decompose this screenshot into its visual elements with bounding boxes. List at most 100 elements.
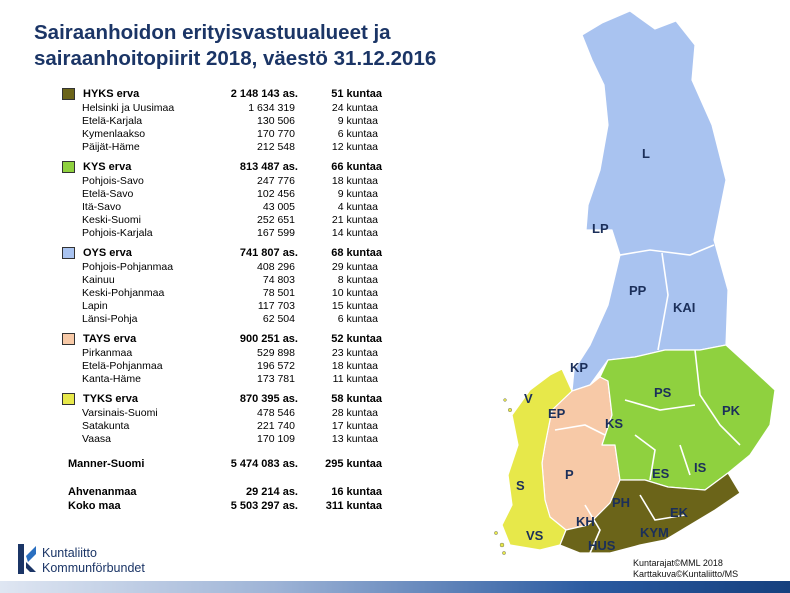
group-population: 741 807 as. (239, 247, 298, 259)
map-label-kym: KYM (640, 525, 669, 540)
district-municipalities: 4 kuntaa (337, 201, 378, 213)
district-row: Kymenlaakso 170 770 6 kuntaa (62, 128, 392, 141)
border-ph-kym (639, 494, 686, 521)
group-population: 813 487 as. (239, 161, 298, 173)
district-row: Helsinki ja Uusimaa 1 634 319 24 kuntaa (62, 102, 392, 115)
map-label-ph: PH (612, 495, 630, 510)
total-municipalities: 295 kuntaa (325, 458, 382, 470)
district-municipalities: 23 kuntaa (331, 347, 378, 359)
district-row: Varsinais-Suomi 478 546 28 kuntaa (62, 407, 392, 420)
total-whole-country: Koko maa 5 503 297 as. 311 kuntaa (62, 500, 392, 514)
district-population: 529 898 (257, 347, 295, 359)
district-name: Länsi-Pohja (82, 313, 138, 325)
region-tyks (501, 368, 573, 551)
credit-line-1: Kuntarajat©MML 2018 (633, 558, 723, 568)
district-municipalities: 12 kuntaa (331, 141, 378, 153)
district-name: Kymenlaakso (82, 128, 146, 140)
map-label-ks: KS (605, 416, 623, 431)
map-label-pk: PK (722, 403, 741, 418)
island-dot (503, 398, 507, 402)
district-name: Pohjois-Karjala (82, 227, 153, 239)
district-municipalities: 17 kuntaa (331, 420, 378, 432)
map-label-p: P (565, 467, 574, 482)
district-name: Etelä-Karjala (82, 115, 143, 127)
group-name: OYS erva (83, 247, 132, 259)
group-name: TAYS erva (83, 333, 137, 345)
group-population: 2 148 143 as. (230, 88, 298, 100)
district-name: Itä-Savo (82, 201, 122, 213)
district-row: Länsi-Pohja 62 504 6 kuntaa (62, 313, 392, 326)
total-mainland: Manner-Suomi 5 474 083 as. 295 kuntaa (62, 458, 392, 472)
map-label-vs: VS (526, 528, 544, 543)
region-kys (599, 344, 776, 491)
district-name: Etelä-Savo (82, 188, 134, 200)
credit-line-2: Karttakuva©Kuntaliitto/MS (633, 569, 739, 579)
district-row: Itä-Savo 43 005 4 kuntaa (62, 201, 392, 214)
district-row: Pohjois-Savo 247 776 18 kuntaa (62, 175, 392, 188)
district-municipalities: 8 kuntaa (337, 274, 378, 286)
district-name: Helsinki ja Uusimaa (82, 102, 175, 114)
total-name: Ahvenanmaa (68, 486, 137, 498)
map-label-hus: HUS (588, 538, 616, 553)
map-label-v: V (524, 391, 533, 406)
total-municipalities: 311 kuntaa (325, 500, 382, 512)
district-population: 173 781 (257, 373, 295, 385)
district-municipalities: 6 kuntaa (337, 128, 378, 140)
district-row: Pohjois-Pohjanmaa 408 296 29 kuntaa (62, 261, 392, 274)
map-label-pp: PP (629, 283, 647, 298)
group-header-oys: OYS erva 741 807 as. 68 kuntaa (62, 247, 392, 261)
island-dot (494, 531, 498, 535)
district-name: Varsinais-Suomi (82, 407, 158, 419)
bottom-accent-bar (0, 581, 790, 593)
district-population: 170 109 (257, 433, 295, 445)
map-label-lp: LP (592, 221, 609, 236)
district-name: Vaasa (82, 433, 111, 445)
district-population: 43 005 (262, 201, 295, 213)
total-population: 29 214 as. (246, 486, 298, 498)
district-population: 1 634 319 (248, 102, 295, 114)
district-name: Etelä-Pohjanmaa (82, 360, 163, 372)
border-ps-pk (694, 349, 741, 446)
district-name: Päijät-Häme (82, 141, 140, 153)
district-population: 102 456 (257, 188, 295, 200)
group-name: HYKS erva (83, 88, 140, 100)
district-municipalities: 6 kuntaa (337, 313, 378, 325)
title-line-2: sairaanhoitopiirit 2018, väestö 31.12.20… (34, 47, 437, 70)
island-dot (502, 551, 506, 555)
district-population: 247 776 (257, 175, 295, 187)
district-name: Kanta-Häme (82, 373, 141, 385)
group-population: 870 395 as. (239, 393, 298, 405)
district-population: 221 740 (257, 420, 295, 432)
district-population: 74 803 (262, 274, 295, 286)
district-municipalities: 11 kuntaa (332, 373, 378, 385)
group-municipalities: 66 kuntaa (331, 161, 382, 173)
district-population: 196 572 (257, 360, 295, 372)
region-oys (571, 10, 729, 392)
district-municipalities: 9 kuntaa (337, 188, 378, 200)
district-municipalities: 29 kuntaa (331, 261, 378, 273)
district-municipalities: 14 kuntaa (331, 227, 378, 239)
map-label-is: IS (694, 460, 707, 475)
group-name: TYKS erva (83, 393, 139, 405)
legend-swatch-kys (62, 161, 75, 173)
district-row: Kanta-Häme 173 781 11 kuntaa (62, 373, 392, 386)
district-population: 78 501 (262, 287, 295, 299)
map-label-l: L (642, 146, 650, 161)
map-label-es: ES (652, 466, 670, 481)
group-municipalities: 52 kuntaa (331, 333, 382, 345)
map-credits: Kuntarajat©MML 2018 Karttakuva©Kuntaliit… (633, 558, 738, 580)
district-population: 170 770 (257, 128, 295, 140)
district-population: 408 296 (257, 261, 295, 273)
district-name: Keski-Pohjanmaa (82, 287, 165, 299)
border-ks-es (634, 434, 656, 481)
group-municipalities: 58 kuntaa (331, 393, 382, 405)
district-municipalities: 24 kuntaa (331, 102, 378, 114)
district-name: Keski-Suomi (82, 214, 141, 226)
district-population: 212 548 (257, 141, 295, 153)
group-header-tays: TAYS erva 900 251 as. 52 kuntaa (62, 333, 392, 347)
district-municipalities: 28 kuntaa (331, 407, 378, 419)
district-population: 130 506 (257, 115, 295, 127)
district-municipalities: 9 kuntaa (337, 115, 378, 127)
legend-swatch-tyks (62, 393, 75, 405)
map-label-ps: PS (654, 385, 672, 400)
